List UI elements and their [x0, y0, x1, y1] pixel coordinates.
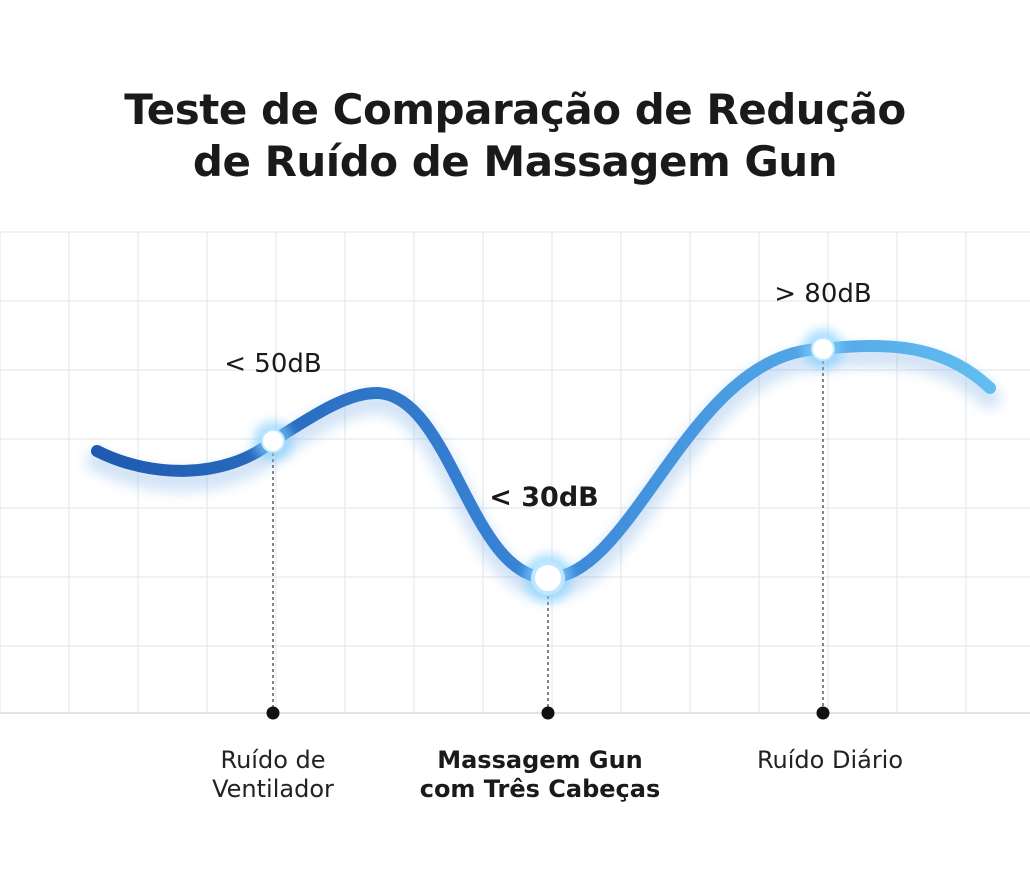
data-point	[261, 429, 285, 453]
series-layer	[86, 339, 1001, 600]
data-label: < 30dB	[489, 482, 599, 513]
data-point	[811, 337, 835, 361]
x-category-label-line: com Três Cabeças	[419, 775, 661, 803]
x-category-label-line: Massagem Gun	[437, 746, 643, 774]
x-axis-tick-dot	[816, 706, 830, 720]
x-axis-tick-dot	[266, 706, 280, 720]
series-line-shadow	[86, 344, 1001, 600]
x-category-label-daily-noise: Ruído Diário	[680, 746, 980, 775]
data-label: < 50dB	[224, 349, 321, 379]
chart-title: Teste de Comparação de Redução de Ruído …	[0, 84, 1030, 188]
x-category-label-fan-noise: Ruído de Ventilador	[123, 746, 423, 804]
x-category-label-line: Ventilador	[212, 775, 334, 803]
series-line-noise	[91, 339, 996, 585]
chart-title-line-1: Teste de Comparação de Redução	[124, 85, 906, 134]
grid	[0, 231, 1030, 714]
x-category-label-line: Ruído Diário	[756, 746, 904, 774]
x-axis-tick-dot	[541, 706, 555, 720]
data-label: > 80dB	[774, 279, 871, 309]
x-category-label-massage-gun: Massagem Gun com Três Cabeças	[390, 746, 690, 804]
marks-layer: < 50dB < 30dB > 80dB	[224, 279, 872, 720]
chart-title-line-2: de Ruído de Massagem Gun	[192, 137, 838, 186]
x-category-label-line: Ruído de	[220, 746, 326, 774]
data-point	[531, 561, 565, 595]
